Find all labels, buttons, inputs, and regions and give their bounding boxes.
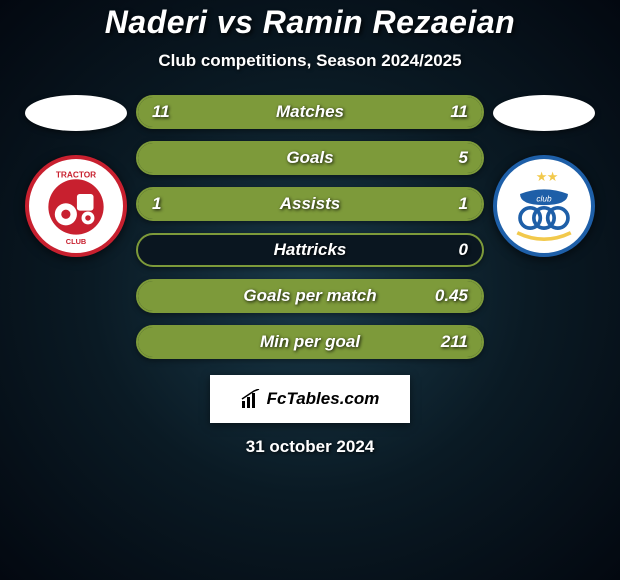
stat-row: Min per goal 211 [136, 325, 484, 359]
stat-value-right: 211 [441, 332, 468, 352]
stat-value-right: 0.45 [435, 286, 468, 306]
stat-row: Goals per match 0.45 [136, 279, 484, 313]
comparison-panel: TRACTOR CLUB 11 Matches 11 Goals 5 1 Assists 1 H… [0, 95, 620, 359]
esteghlal-club-icon: ★ ★ club [497, 155, 591, 257]
left-side: TRACTOR CLUB [16, 95, 136, 257]
stat-label: Hattricks [274, 240, 347, 260]
svg-text:★: ★ [536, 169, 548, 184]
footer-label: FcTables.com [267, 389, 380, 409]
right-club-badge: ★ ★ club [493, 155, 595, 257]
stat-row: 1 Assists 1 [136, 187, 484, 221]
stat-label: Goals per match [243, 286, 376, 306]
stat-label: Assists [280, 194, 340, 214]
left-flag-icon [25, 95, 127, 131]
stat-label: Min per goal [260, 332, 360, 352]
stat-value-left: 11 [152, 102, 170, 122]
svg-text:★: ★ [547, 169, 559, 184]
svg-text:CLUB: CLUB [66, 237, 86, 246]
stat-row: 11 Matches 11 [136, 95, 484, 129]
svg-text:club: club [536, 193, 552, 203]
stat-column: 11 Matches 11 Goals 5 1 Assists 1 Hattricks 0 Goal… [136, 95, 484, 359]
chart-icon [241, 389, 261, 409]
tractor-club-icon: TRACTOR CLUB [29, 155, 123, 257]
right-flag-icon [493, 95, 595, 131]
svg-text:TRACTOR: TRACTOR [56, 169, 96, 179]
stat-value-right: 11 [450, 102, 468, 122]
stat-label: Matches [276, 102, 344, 122]
stat-value-right: 1 [459, 194, 468, 214]
left-club-badge: TRACTOR CLUB [25, 155, 127, 257]
footer-attribution: FcTables.com [210, 375, 410, 423]
page-title: Naderi vs Ramin Rezaeian [105, 4, 515, 41]
stat-value-right: 0 [459, 240, 468, 260]
subtitle: Club competitions, Season 2024/2025 [158, 51, 461, 71]
stat-value-right: 5 [459, 148, 468, 168]
right-side: ★ ★ club [484, 95, 604, 257]
stat-row: Hattricks 0 [136, 233, 484, 267]
stat-value-left: 1 [152, 194, 161, 214]
stat-row: Goals 5 [136, 141, 484, 175]
date-label: 31 october 2024 [246, 437, 375, 457]
stat-label: Goals [286, 148, 333, 168]
